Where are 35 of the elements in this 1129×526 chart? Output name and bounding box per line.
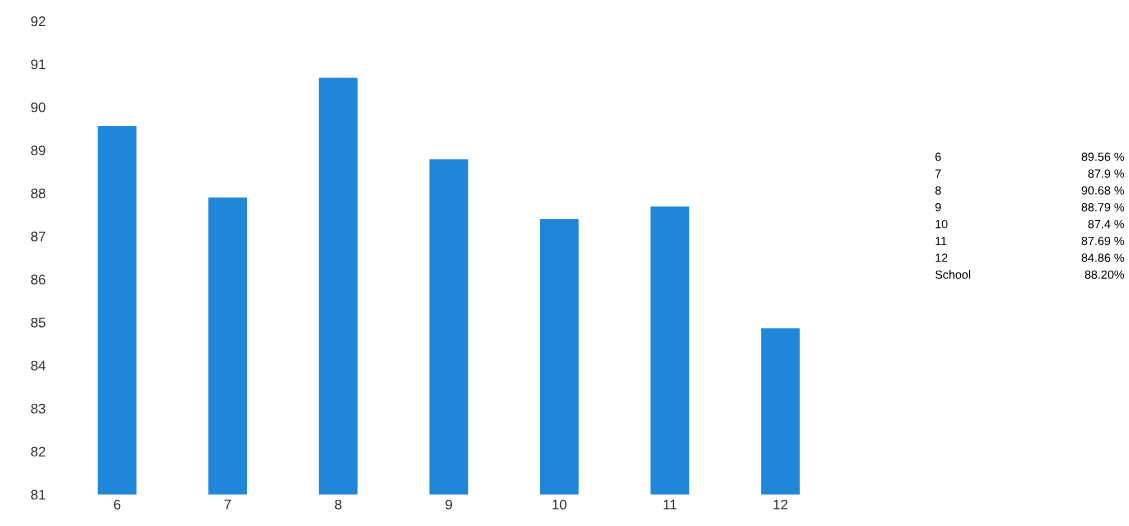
y-tick-label: 88: [31, 188, 46, 199]
x-tick-label: 7: [224, 499, 231, 510]
text: 87.69 %: [1081, 236, 1125, 246]
text: 88.79 %: [1081, 203, 1125, 212]
text: 89.56 %: [1081, 152, 1125, 161]
x-tick-label: 11: [663, 499, 677, 510]
text: 10: [935, 219, 948, 229]
text: 11: [935, 236, 947, 246]
y-tick-label: 86: [31, 274, 46, 285]
x-tick-label: 6: [113, 499, 121, 510]
text: 84.86 %: [1081, 253, 1125, 262]
y-tick-label: 82: [31, 446, 46, 457]
text: 12: [935, 253, 948, 262]
y-tick-label: 87: [31, 231, 46, 242]
y-tick-label: 92: [31, 16, 46, 27]
text: 90.68 %: [1081, 186, 1125, 195]
x-tick-label: 9: [445, 499, 452, 510]
y-tick-label: 81: [31, 489, 46, 500]
text: 88.20%: [1084, 270, 1125, 279]
text: 9: [935, 203, 941, 212]
text: 87.9 %: [1088, 169, 1125, 178]
y-tick-label: 83: [31, 403, 46, 414]
y-tick-label: 91: [31, 59, 46, 70]
text: 6: [935, 152, 941, 161]
text: 87.4 %: [1088, 219, 1125, 229]
y-tick-label: 85: [31, 317, 46, 328]
text: 7: [935, 169, 941, 178]
x-tick-label: 8: [334, 499, 342, 510]
y-tick-label: 90: [31, 102, 46, 113]
y-tick-label: 84: [31, 360, 46, 371]
x-tick-label: 10: [552, 499, 567, 510]
y-tick-label: 89: [31, 145, 46, 156]
x-tick-label: 12: [773, 499, 788, 510]
text: School: [935, 270, 971, 279]
text: 8: [935, 186, 941, 195]
